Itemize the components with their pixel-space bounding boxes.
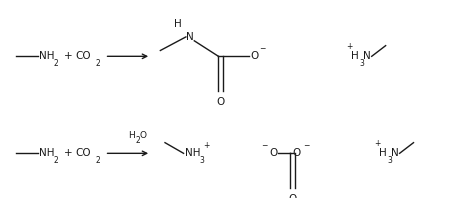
Text: O: O (270, 148, 278, 158)
Text: 2: 2 (136, 136, 140, 145)
Text: NH: NH (39, 148, 54, 158)
Text: O: O (139, 131, 146, 140)
Text: −: − (303, 141, 310, 150)
Text: 2: 2 (95, 156, 100, 165)
Text: 3: 3 (200, 156, 205, 165)
Text: +: + (203, 141, 210, 150)
Text: 2: 2 (95, 59, 100, 68)
Text: 2: 2 (53, 59, 58, 68)
Text: O: O (250, 51, 258, 61)
Text: N: N (363, 51, 371, 61)
Text: H: H (173, 19, 182, 29)
Text: 2: 2 (53, 156, 58, 165)
Text: H: H (128, 131, 135, 140)
Text: N: N (391, 148, 399, 158)
Text: −: − (259, 44, 265, 53)
Text: CO: CO (75, 51, 91, 61)
Text: H: H (351, 51, 358, 61)
Text: O: O (288, 194, 296, 198)
Text: CO: CO (75, 148, 91, 158)
Text: NH: NH (184, 148, 200, 158)
Text: O: O (216, 97, 224, 107)
Text: +: + (64, 148, 73, 158)
Text: +: + (64, 51, 73, 61)
Text: N: N (186, 32, 193, 42)
Text: +: + (374, 139, 381, 148)
Text: H: H (379, 148, 386, 158)
Text: +: + (346, 42, 353, 51)
Text: O: O (293, 148, 301, 158)
Text: 3: 3 (387, 156, 392, 165)
Text: NH: NH (39, 51, 54, 61)
Text: −: − (261, 141, 267, 150)
Text: 3: 3 (359, 59, 364, 68)
